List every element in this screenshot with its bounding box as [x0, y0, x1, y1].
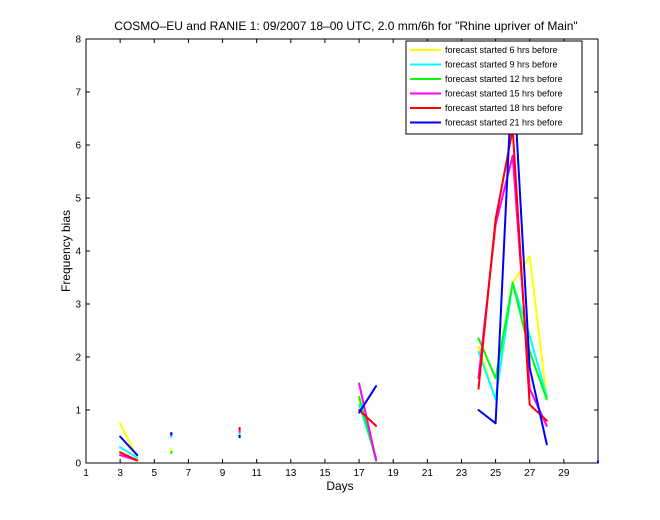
legend-label: forecast started 21 hrs before: [445, 118, 563, 128]
series-line: [358, 409, 378, 427]
y-tick-label: 3: [75, 300, 81, 311]
series-point: [238, 435, 241, 438]
series-line: [119, 446, 139, 459]
x-tick-label: 29: [558, 468, 570, 479]
legend-label: forecast started 18 hrs before: [445, 103, 563, 113]
series-line: [119, 451, 139, 462]
y-tick-label: 5: [75, 194, 81, 205]
y-tick-label: 4: [75, 247, 81, 258]
legend-label: forecast started 6 hrs before: [445, 45, 558, 55]
y-axis-label: Frequency bias: [59, 210, 73, 292]
series-line: [477, 281, 548, 401]
x-tick-label: 11: [251, 468, 262, 479]
series-point: [170, 450, 173, 454]
series-point: [597, 460, 599, 464]
y-tick-label: 6: [75, 141, 81, 152]
series-point: [170, 435, 173, 438]
x-tick-label: 3: [117, 468, 123, 479]
y-tick-label: 8: [75, 35, 81, 46]
y-tick-label: 0: [75, 459, 81, 470]
x-tick-label: 17: [354, 468, 366, 479]
x-tick-label: 23: [456, 468, 468, 479]
series-point: [238, 427, 241, 431]
legend-label: forecast started 12 hrs before: [445, 74, 563, 84]
y-tick-label: 1: [75, 406, 81, 417]
legend-label: forecast started 15 hrs before: [445, 89, 563, 99]
x-tick-label: 19: [388, 468, 400, 479]
legend-box: [405, 40, 583, 135]
x-tick-label: 27: [524, 468, 536, 479]
x-tick-label: 1: [83, 468, 89, 479]
series-line: [358, 382, 378, 462]
series-line: [358, 385, 378, 414]
series-point: [238, 429, 241, 433]
y-tick-label: 2: [75, 353, 81, 364]
x-tick-label: 25: [490, 468, 502, 479]
x-tick-label: 15: [319, 468, 331, 479]
y-tick-label: 7: [75, 88, 81, 99]
legend-label: forecast started 9 hrs before: [445, 60, 558, 70]
x-axis-label: Days: [326, 479, 353, 493]
x-tick-label: 21: [422, 468, 434, 479]
x-tick-label: 5: [151, 468, 157, 479]
series-point: [238, 432, 241, 436]
series-point: [170, 432, 173, 436]
x-tick-label: 13: [285, 468, 297, 479]
series-line: [119, 435, 139, 457]
x-tick-label: 7: [186, 468, 192, 479]
series-point: [170, 448, 173, 452]
x-tick-label: 9: [220, 468, 226, 479]
chart-title: COSMO–EU and RANIE 1: 09/2007 18–00 UTC,…: [114, 19, 577, 33]
